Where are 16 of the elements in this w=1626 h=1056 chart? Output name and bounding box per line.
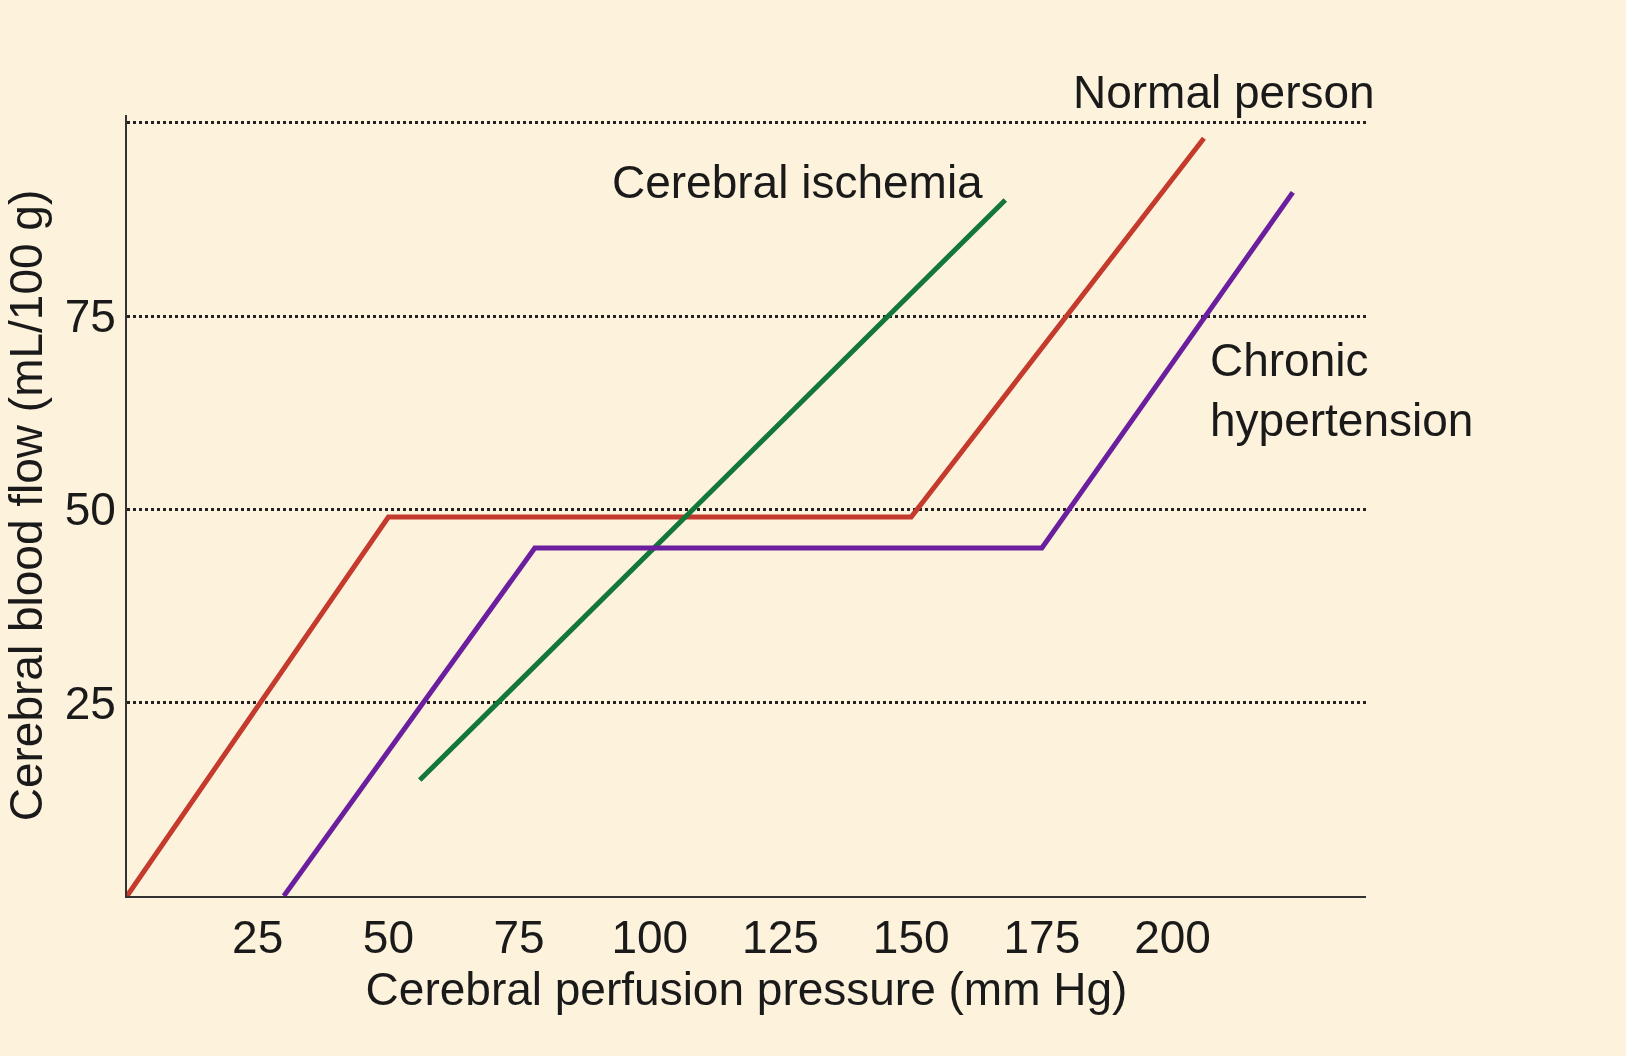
x-tick-label: 50 (362, 911, 414, 964)
x-tick-label: 200 (1134, 911, 1211, 964)
y-tick-label: 25 (64, 676, 116, 729)
x-tick-label: 75 (493, 911, 545, 964)
y-tick-label: 75 (64, 290, 116, 343)
y-tick-label: 50 (64, 483, 116, 536)
x-tick-label: 150 (872, 911, 950, 964)
x-axis-title: Cerebral perfusion pressure (mm Hg) (365, 963, 1128, 1016)
series-label: Cerebral ischemia (612, 156, 984, 208)
series-label: Normal person (1073, 66, 1375, 118)
x-tick-label: 25 (232, 911, 284, 964)
x-tick-label: 175 (1003, 911, 1081, 964)
x-tick-label: 125 (742, 911, 819, 964)
series-label: Chronic hypertension (1210, 334, 1474, 446)
x-tick-label: 100 (611, 911, 689, 964)
y-axis-title: Cerebral blood flow (mL/100 g) (0, 189, 52, 822)
